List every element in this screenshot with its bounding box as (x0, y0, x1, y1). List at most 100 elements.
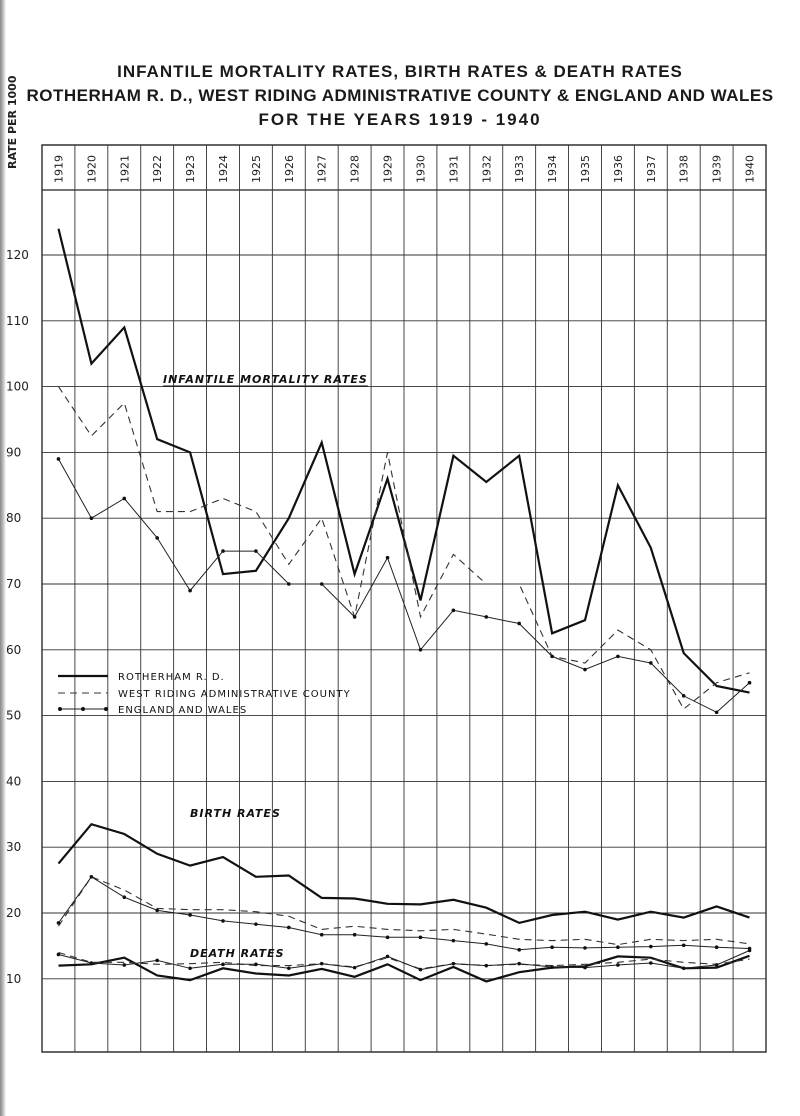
data-point-death (385, 954, 390, 959)
x-tick-label: 1922 (151, 155, 164, 183)
data-point-infant (352, 615, 357, 619)
legend-marker (104, 707, 108, 711)
x-tick-label: 1925 (250, 155, 263, 183)
data-point-infant (418, 648, 423, 652)
data-point-birth (583, 946, 587, 950)
x-tick-label: 1923 (184, 155, 197, 183)
x-tick-label: 1934 (546, 155, 559, 183)
x-tick-label: 1931 (447, 155, 460, 183)
annotation-infant: INFANTILE MORTALITY RATES (163, 373, 368, 386)
x-tick-label: 1938 (678, 155, 691, 183)
data-point-infant (287, 582, 291, 586)
chart-period: FOR THE YEARS 1919 - 1940 (258, 110, 542, 129)
y-tick-label: 50 (6, 709, 21, 723)
data-point-birth (385, 935, 390, 940)
series-line-infant-solid (57, 228, 750, 694)
data-point-birth (89, 875, 94, 879)
title-block: INFANTILE MORTALITY RATES, BIRTH RATES &… (0, 62, 800, 134)
data-point-infant (89, 516, 94, 520)
series-line-infant-dashed (58, 386, 750, 710)
series-line-birth-solid (57, 822, 750, 925)
scan-edge (0, 0, 6, 1116)
data-point-death (287, 966, 291, 971)
x-tick-label: 1939 (711, 155, 724, 183)
y-tick-label: 30 (6, 840, 21, 854)
legend-marker (81, 707, 85, 711)
data-point-birth (418, 935, 423, 940)
data-point-birth (484, 942, 489, 946)
series-line-death-dotted-marker (58, 950, 750, 971)
data-point-birth (287, 925, 291, 930)
data-point-infant (550, 654, 554, 659)
data-point-birth (451, 938, 456, 943)
data-point-infant (451, 608, 456, 613)
x-tick-label: 1920 (85, 155, 98, 183)
data-point-birth (319, 932, 324, 937)
data-point-birth (550, 945, 554, 950)
legend-entry: ENGLAND AND WALES (118, 705, 247, 716)
x-tick-label: 1932 (480, 155, 493, 183)
x-tick-label: 1929 (382, 155, 395, 183)
x-tick-label: 1930 (414, 155, 427, 183)
annotation-birth: BIRTH RATES (190, 807, 281, 820)
x-tick-label: 1921 (118, 155, 131, 183)
x-tick-label: 1926 (283, 155, 296, 183)
data-point-infant (221, 549, 225, 553)
data-point-infant (254, 549, 258, 553)
data-point-infant (714, 710, 719, 715)
y-tick-label: 40 (6, 774, 21, 788)
chart-title: INFANTILE MORTALITY RATES, BIRTH RATES &… (117, 62, 683, 81)
data-point-death (484, 963, 489, 968)
data-point-birth (352, 932, 357, 937)
series-line-infant-dotted-marker (58, 458, 750, 713)
y-tick-label: 60 (6, 643, 21, 657)
data-point-death (681, 966, 686, 971)
data-point-infant (56, 457, 61, 461)
x-tick-label: 1937 (645, 155, 658, 183)
data-point-birth (155, 908, 159, 913)
data-point-death (747, 948, 752, 953)
y-tick-label: 110 (6, 314, 29, 328)
data-point-infant (122, 496, 127, 501)
data-point-birth (221, 919, 225, 923)
chart-subtitle: ROTHERHAM R. D., WEST RIDING ADMINISTRAT… (26, 86, 774, 105)
x-tick-label: 1933 (513, 155, 526, 183)
x-tick-label: 1919 (52, 155, 65, 183)
x-tick-label: 1940 (744, 155, 757, 183)
data-point-death (122, 963, 127, 967)
data-point-birth (254, 922, 258, 926)
x-tick-label: 1935 (579, 155, 592, 183)
x-tick-label: 1936 (612, 155, 625, 183)
series-line-death-solid (58, 954, 750, 983)
data-point-infant (681, 694, 686, 698)
data-point-birth (649, 944, 653, 949)
legend-marker (58, 707, 62, 711)
data-point-death (517, 961, 521, 966)
series-line-birth-dotted-marker (58, 876, 750, 951)
y-axis-label: RATE PER 1000 (6, 75, 19, 169)
data-point-birth (517, 948, 521, 952)
data-point-birth (616, 945, 620, 950)
data-point-infant (583, 667, 587, 672)
y-tick-label: 120 (6, 248, 29, 262)
data-point-death (155, 958, 159, 963)
data-point-death (221, 962, 225, 967)
data-point-death (583, 965, 587, 970)
y-tick-label: 10 (6, 972, 21, 986)
y-tick-label: 100 (6, 380, 29, 394)
data-point-infant (155, 536, 159, 540)
data-point-infant (747, 680, 752, 685)
data-point-infant (616, 654, 620, 659)
data-point-birth (188, 913, 192, 917)
data-point-infant (188, 588, 192, 593)
data-point-death (451, 961, 456, 966)
y-tick-label: 20 (6, 906, 21, 920)
x-tick-label: 1924 (217, 155, 230, 183)
data-point-infant (649, 661, 653, 665)
data-point-death (649, 961, 653, 965)
data-point-death (616, 963, 620, 967)
data-point-infant (385, 555, 390, 560)
data-point-birth (56, 921, 61, 925)
data-point-death (714, 963, 719, 967)
